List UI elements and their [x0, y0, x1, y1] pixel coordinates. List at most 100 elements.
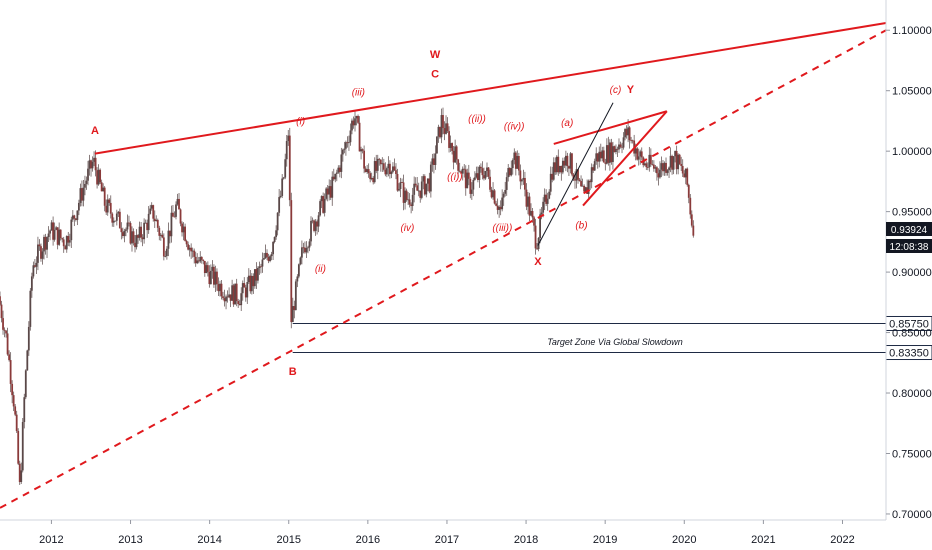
candle-body [311, 220, 314, 222]
candle-body [504, 189, 507, 194]
candle-body [563, 160, 566, 166]
candle-body [187, 244, 190, 250]
candle-body [381, 163, 384, 165]
candle-body [296, 276, 299, 282]
candle-body [150, 205, 153, 209]
candle-body [37, 244, 39, 263]
candle-body [284, 159, 287, 178]
countdown-tag: 12:08:38 [886, 239, 932, 253]
candle-body [363, 150, 366, 169]
candle-body [604, 162, 607, 164]
candle-body [396, 174, 399, 191]
candle-body [334, 173, 337, 180]
candle-body [55, 227, 58, 230]
candle-body [564, 155, 567, 166]
candle-body [328, 186, 331, 195]
candle-body [376, 158, 379, 171]
candle-body [602, 150, 605, 163]
candle-body [608, 142, 611, 163]
candle-body [202, 259, 205, 261]
candle-body [443, 128, 446, 134]
target-zone: 0.85750 0.83350 [292, 315, 932, 361]
candle-body [135, 235, 138, 248]
candle-body [173, 216, 176, 218]
candle-body [253, 269, 256, 287]
candle-body [379, 159, 382, 165]
candle-body [257, 268, 259, 281]
candle-body [88, 160, 91, 169]
candle-body [325, 188, 328, 199]
candle-body [636, 148, 639, 160]
candle-body [669, 155, 672, 168]
candle-body [153, 218, 156, 222]
candle-body [244, 287, 247, 298]
candle-body [43, 236, 45, 252]
target-zone-label: Target Zone Via Global Slowdown [547, 337, 683, 347]
candle-body [666, 170, 669, 173]
candle-body [128, 222, 130, 224]
candle-body [592, 167, 595, 171]
candle-body [654, 167, 657, 169]
candle-body [495, 203, 497, 206]
candle-body [46, 237, 48, 250]
candle-body [14, 406, 17, 415]
candle-body [583, 185, 585, 192]
candle-body [293, 306, 296, 311]
time-axis[interactable]: 2012 2013 2014 2015 2016 2017 2018 2019 2020 2021… [39, 520, 855, 546]
candle-body [18, 463, 21, 483]
candle-body [402, 182, 405, 203]
candle-body [680, 163, 683, 166]
candle-body [577, 169, 579, 180]
candle-body [346, 142, 349, 144]
candle-body [123, 230, 126, 237]
candle-body [660, 163, 663, 170]
candle-body [182, 226, 185, 233]
candle-body [179, 209, 182, 224]
candle-body [134, 242, 136, 248]
candle-body [457, 159, 460, 171]
candle-body [639, 151, 642, 157]
candle-body [373, 161, 376, 183]
candle-body [111, 213, 114, 223]
candle-body [645, 163, 648, 168]
level-tag-label: 0.85750 [889, 318, 929, 330]
candle-body [551, 173, 554, 180]
candle-body [643, 163, 646, 166]
candle-body [161, 234, 164, 238]
candle-body [552, 162, 555, 180]
candle-body [263, 258, 265, 260]
y-tick-label: 0.95000 [892, 207, 932, 219]
candle-body [615, 148, 617, 153]
candle-body [270, 254, 273, 257]
candle-body [487, 167, 490, 177]
candle-body [278, 197, 281, 213]
candle-body [228, 294, 230, 298]
candle-body [656, 167, 658, 174]
level-tag-label: 0.83350 [889, 348, 929, 360]
candle-body [247, 275, 250, 283]
candle-body [15, 414, 18, 431]
candle-body [2, 318, 4, 330]
candle-body [146, 222, 149, 231]
svg-text:12:08:38: 12:08:38 [890, 242, 929, 253]
candle-body [341, 149, 344, 155]
candle-body [340, 154, 343, 172]
candle-body [114, 220, 117, 222]
candle-body [524, 177, 526, 190]
y-tick-label: 0.85000 [892, 328, 932, 340]
candle-body [176, 198, 179, 205]
candle-body [102, 187, 105, 192]
candle-body [668, 167, 670, 171]
triangle-top [553, 110, 668, 145]
candle-body [96, 170, 98, 185]
candle-body [167, 230, 170, 249]
price-axis[interactable]: 0.70000 0.75000 0.80000 0.85000 0.90000 0.950… [886, 25, 932, 521]
candle-body [351, 120, 353, 131]
level-tag-0: 0.85750 [885, 315, 932, 331]
candle-body [149, 208, 152, 214]
candle-body [279, 195, 282, 198]
candle-body [587, 180, 590, 194]
candle-body [65, 236, 68, 250]
candle-body [540, 212, 543, 215]
